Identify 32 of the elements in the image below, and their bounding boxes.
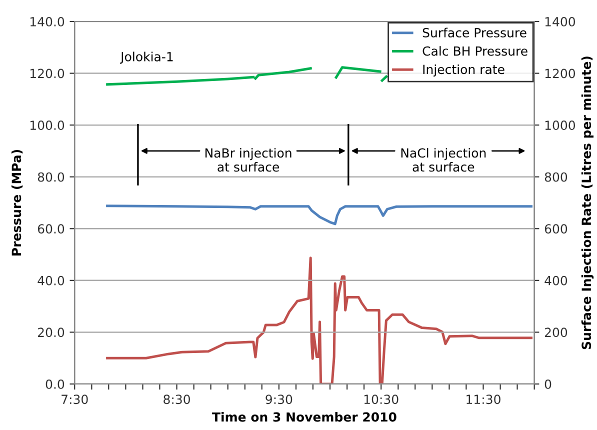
- legend-label: Surface Pressure: [422, 28, 526, 38]
- y2-tick-label: 0: [544, 379, 552, 389]
- x-tick-label: 8:30: [164, 394, 190, 404]
- y-tick-label: 80.0: [38, 172, 64, 182]
- y2-tick-label: 1000: [545, 120, 576, 130]
- y-tick-label: 120.0: [30, 68, 64, 78]
- annotation: Jolokia-1: [120, 52, 173, 64]
- line-series: [106, 204, 532, 226]
- y2-tick-label: 800: [544, 172, 568, 182]
- x-tick-label: 7:30: [62, 394, 88, 404]
- y2-axis-title: Surface Injection Rate (Litres per minute): [581, 56, 594, 350]
- y2-tick-label: 600: [544, 224, 568, 234]
- y-tick-label: 140.0: [30, 16, 64, 26]
- y-tick-label: 40.0: [38, 276, 64, 286]
- y-tick-label: 60.0: [38, 224, 64, 234]
- y2-tick-label: 1400: [545, 16, 576, 26]
- y2-tick-label: 400: [544, 276, 568, 286]
- x-tick-label: 10:30: [364, 394, 398, 404]
- x-tick-label: 11:30: [466, 394, 500, 404]
- y-tick-label: 0.0: [46, 379, 64, 389]
- line-series: [106, 256, 532, 384]
- legend-label: Injection rate: [423, 64, 504, 77]
- x-axis-title: Time on 3 November 2010: [212, 412, 396, 422]
- y-axis-title: Pressure (MPa): [11, 150, 23, 256]
- legend-label: Calc BH Pressure: [422, 46, 528, 56]
- x-tick-label: 9:30: [266, 394, 292, 404]
- y2-tick-label: 200: [544, 328, 568, 338]
- annotation: NaCl injection at surface: [401, 148, 486, 172]
- y2-tick-label: 1200: [545, 68, 576, 78]
- annotation: NaBr injection at surface: [205, 148, 292, 172]
- y-tick-label: 20.0: [38, 328, 64, 338]
- y-tick-label: 100.0: [30, 120, 64, 130]
